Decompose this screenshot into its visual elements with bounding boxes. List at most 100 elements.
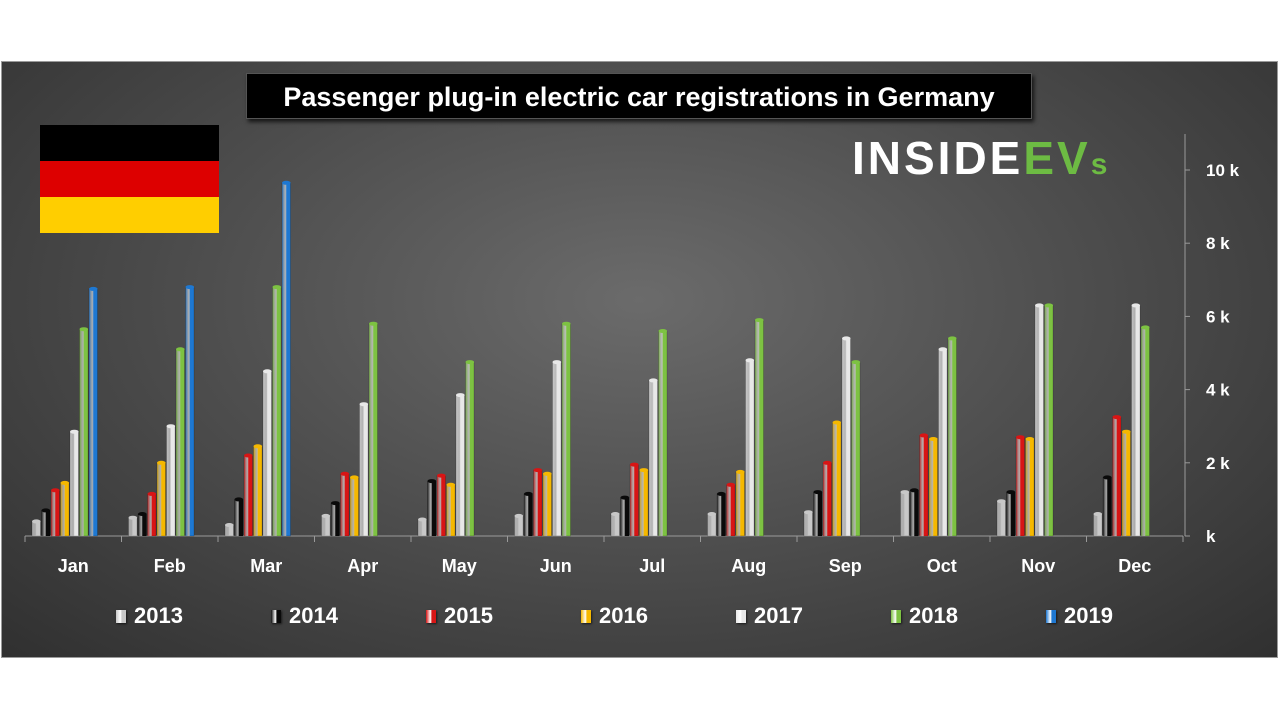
bar-2013-Oct — [900, 491, 910, 537]
bar-cap — [185, 285, 195, 290]
bar-2014-Jun — [523, 493, 533, 537]
bar-2018-Feb — [175, 349, 185, 537]
x-tick-label: Apr — [347, 556, 378, 576]
logo-ev-text: EV — [1023, 132, 1091, 184]
bar-cap — [997, 499, 1006, 504]
axes — [24, 134, 1190, 542]
bar-cap — [524, 491, 533, 496]
x-tick-label: Jan — [58, 556, 89, 576]
bar-2014-Apr — [330, 502, 340, 537]
x-tick-label: Feb — [154, 556, 186, 576]
bar-2013-Nov — [996, 500, 1006, 537]
bars — [31, 180, 1150, 537]
logo-s-text: s — [1090, 148, 1108, 181]
bar-cap — [1044, 303, 1054, 308]
legend-swatch — [116, 609, 126, 623]
bar-2016-Jul — [639, 469, 649, 537]
legend-swatch — [891, 609, 901, 623]
bar-2017-Feb — [166, 425, 176, 537]
bar-cap — [60, 480, 70, 485]
y-tick-label: 8 k — [1206, 234, 1230, 253]
bar-cap — [1141, 325, 1150, 330]
bar-cap — [253, 444, 263, 449]
x-tick-label: Aug — [731, 556, 766, 576]
bar-cap — [176, 347, 185, 352]
legend-label: 2016 — [599, 603, 648, 628]
bar-cap — [41, 508, 51, 513]
axis-labels: k 2 k 4 k 6 k 8 k 10 k Jan Feb Mar Apr May Jun Jul Au… — [58, 161, 1240, 576]
bar-cap — [89, 286, 98, 291]
bar-2014-Aug — [716, 493, 726, 537]
bar-2018-Apr — [368, 323, 378, 537]
bar-cap — [514, 513, 524, 518]
bar-cap — [359, 402, 369, 407]
bar-2017-Jan — [69, 431, 79, 537]
bar-2013-Feb — [128, 517, 138, 537]
x-tick-label: May — [442, 556, 477, 576]
legend-label: 2019 — [1064, 603, 1113, 628]
legend-item-2015: 2015 — [426, 601, 493, 631]
bar-cap — [340, 471, 350, 476]
bar-cap — [70, 429, 79, 434]
bar-cap — [533, 468, 543, 473]
legend-label: 2017 — [754, 603, 803, 628]
bar-cap — [562, 321, 571, 326]
x-tick-label: Jun — [540, 556, 572, 576]
bar-cap — [418, 517, 427, 522]
bar-2018-Jan — [79, 328, 89, 537]
bar-2015-Aug — [726, 484, 736, 537]
bar-2015-Dec — [1112, 416, 1122, 537]
bar-2018-Jul — [658, 330, 668, 537]
bar-2018-Mar — [272, 286, 282, 537]
bar-2018-Sep — [851, 361, 861, 537]
bar-2016-May — [446, 484, 456, 537]
bar-cap — [929, 437, 938, 441]
bar-2017-Oct — [938, 349, 948, 537]
bar-2018-Dec — [1140, 327, 1150, 537]
bar-2015-Mar — [243, 455, 253, 537]
bar-2014-Oct — [909, 490, 919, 537]
bar-cap — [755, 318, 764, 323]
bar-cap — [225, 523, 234, 527]
legend-swatch — [271, 609, 281, 623]
legend-item-2013: 2013 — [116, 601, 183, 631]
bar-cap — [128, 515, 138, 520]
bar-cap — [1006, 490, 1016, 495]
bar-cap — [649, 378, 658, 383]
flag-stripe-red — [40, 161, 219, 197]
bar-cap — [851, 360, 861, 365]
bar-2016-Mar — [253, 446, 263, 537]
bar-2014-May — [427, 480, 437, 537]
legend-item-2018: 2018 — [891, 601, 958, 631]
x-tick-label: Nov — [1021, 556, 1055, 576]
y-tick-label: 10 k — [1206, 161, 1240, 180]
bar-2013-Apr — [321, 515, 331, 537]
bar-cap — [157, 460, 166, 465]
bar-2016-Sep — [832, 422, 842, 537]
bar-2016-Jun — [542, 473, 552, 537]
bar-cap — [321, 513, 331, 518]
x-tick-label: Mar — [250, 556, 282, 576]
y-tick-label: 4 k — [1206, 381, 1230, 400]
bar-cap — [919, 433, 929, 438]
bar-cap — [1093, 512, 1103, 516]
legend-swatch — [736, 609, 746, 623]
bar-2015-Sep — [822, 462, 832, 537]
bar-cap — [1122, 429, 1131, 434]
bar-2016-Aug — [735, 471, 745, 537]
bar-cap — [1131, 303, 1141, 308]
bar-cap — [736, 469, 745, 474]
bar-cap — [331, 501, 340, 506]
bar-cap — [910, 488, 919, 493]
y-tick-label: k — [1206, 527, 1216, 546]
bar-cap — [842, 336, 851, 341]
bar-cap — [32, 519, 41, 524]
bar-2014-Jul — [620, 497, 630, 537]
bar-cap — [745, 358, 755, 363]
legend-item-2016: 2016 — [581, 601, 648, 631]
legend-item-2014: 2014 — [271, 601, 338, 631]
bar-2019-Feb — [185, 286, 195, 537]
bar-2014-Mar — [234, 499, 244, 537]
legend-label: 2013 — [134, 603, 183, 628]
bar-cap — [900, 490, 910, 495]
